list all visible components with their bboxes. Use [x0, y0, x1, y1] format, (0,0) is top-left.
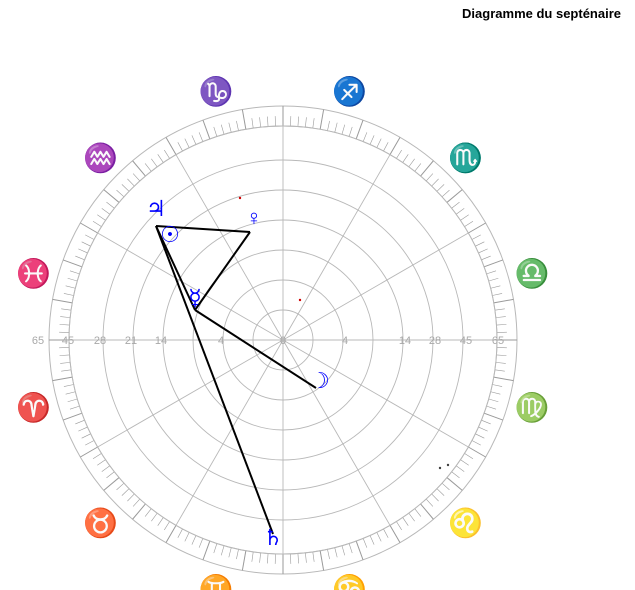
zodiac-scorpio: ♏ — [448, 142, 483, 175]
axis-label: 45 — [460, 335, 472, 347]
aspect-line — [156, 226, 273, 534]
planet-jupiter: ♃ — [146, 196, 166, 221]
mark-dot — [239, 197, 241, 199]
zodiac-libra: ♎ — [515, 257, 550, 290]
septenary-diagram: 65 45 28 21 14 4 0 4 14 28 45 65 ♑ ♐ ♏ ♎ ♍ ♌ ♋ ♊ ♉ ♈ ♓ ♒ ♃☉ ♀ ☿ ☽ ♄ — [0, 0, 635, 590]
axis-label: 4 — [342, 335, 348, 347]
planet-saturn: ♄ — [263, 525, 283, 550]
zodiac-sagittarius: ♐ — [332, 75, 367, 108]
axis-label: 65 — [32, 335, 44, 347]
planet-venus: ♀ — [246, 205, 263, 230]
zodiac-leo: ♌ — [448, 506, 483, 539]
diagram-title: Diagramme du septénaire — [462, 6, 621, 21]
zodiac-capricorn: ♑ — [199, 75, 234, 108]
axis-label: 14 — [155, 335, 167, 347]
axis-label: 14 — [399, 335, 411, 347]
planet-mercury: ☿ — [188, 285, 202, 310]
axis-label: 21 — [125, 335, 137, 347]
zodiac-aquarius: ♒ — [83, 142, 118, 175]
planet-moon: ☽ — [310, 368, 330, 393]
axis-label: 28 — [94, 335, 106, 347]
zodiac-gemini: ♊ — [199, 573, 234, 590]
zodiac-virgo: ♍ — [515, 391, 550, 424]
zodiac-aries: ♈ — [16, 391, 51, 424]
zodiac-cancer: ♋ — [332, 573, 367, 590]
axis-label: 65 — [492, 335, 504, 347]
planet-sun: ☉ — [160, 222, 180, 247]
axis-zero: 0 — [280, 335, 286, 347]
mark-dot — [447, 464, 449, 466]
zodiac-pisces: ♓ — [16, 257, 51, 290]
axis-label: 28 — [429, 335, 441, 347]
mark-dot — [439, 467, 441, 469]
aspect-line — [195, 232, 250, 310]
zodiac-taurus: ♉ — [83, 506, 118, 539]
axis-label: 4 — [218, 335, 224, 347]
mark-dot — [299, 299, 301, 301]
axis-label: 45 — [62, 335, 74, 347]
